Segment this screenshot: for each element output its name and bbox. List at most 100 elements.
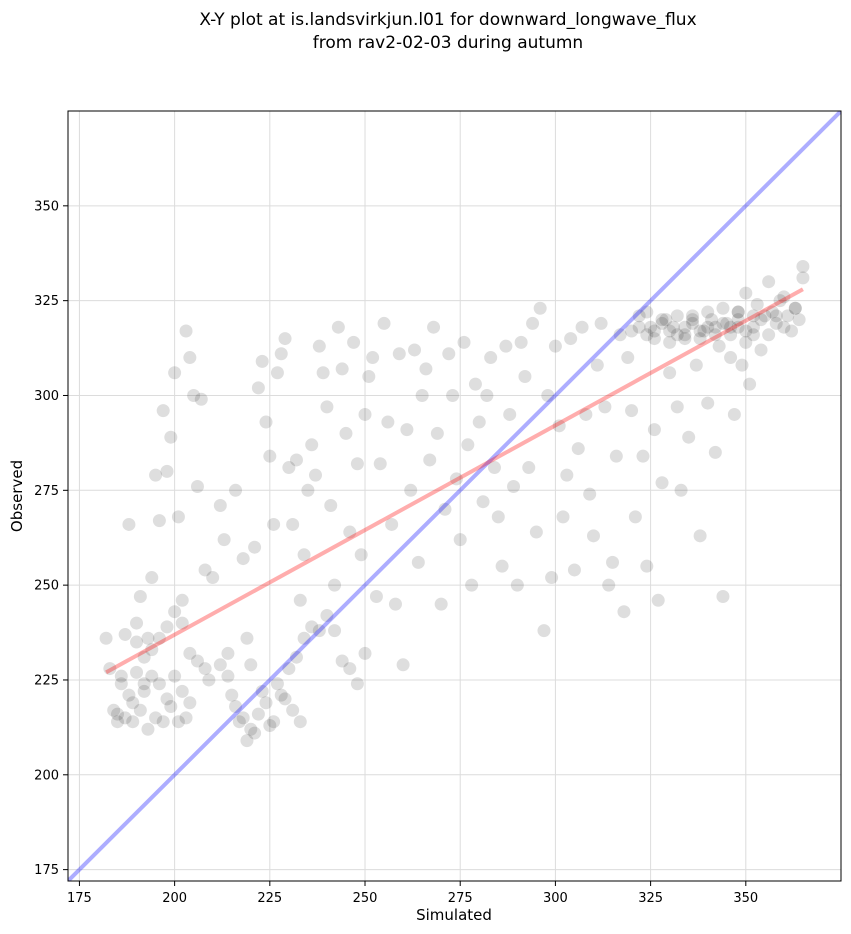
data-point-215 (168, 605, 182, 619)
data-point-157 (708, 445, 722, 459)
x-axis-label: Simulated (416, 906, 492, 924)
data-point-83 (427, 320, 441, 334)
data-point-4 (114, 669, 128, 683)
data-point-197 (164, 700, 178, 714)
data-point-227 (267, 715, 281, 729)
data-point-191 (118, 711, 132, 725)
data-point-254 (655, 316, 669, 330)
y-tick-label-1: 200 (34, 768, 59, 783)
data-point-175 (777, 320, 791, 334)
data-point-171 (762, 328, 776, 342)
data-point-142 (651, 593, 665, 607)
y-tick-label-4: 275 (34, 484, 59, 499)
data-point-155 (701, 396, 715, 410)
data-point-123 (579, 407, 593, 421)
data-point-186 (754, 313, 768, 327)
x-tick-label-2: 225 (257, 891, 282, 906)
data-point-246 (270, 677, 284, 691)
data-point-19 (171, 510, 185, 524)
data-point-256 (670, 328, 684, 342)
data-point-61 (343, 525, 357, 539)
data-point-174 (773, 294, 787, 308)
data-point-203 (137, 684, 151, 698)
data-point-110 (529, 525, 543, 539)
data-point-202 (130, 665, 144, 679)
data-point-0 (99, 631, 113, 645)
data-point-70 (377, 316, 391, 330)
data-point-127 (594, 316, 608, 330)
chart-title-line-2: from rav2-02-03 during autumn (313, 33, 583, 53)
data-point-11 (141, 631, 155, 645)
data-point-63 (350, 457, 364, 471)
chart-title-line-1: X-Y plot at is.landsvirkjun.l01 for down… (199, 10, 696, 30)
data-point-216 (175, 616, 189, 630)
data-point-176 (781, 309, 795, 323)
data-point-240 (225, 688, 239, 702)
data-point-87 (442, 347, 456, 361)
data-point-88 (446, 388, 460, 402)
data-point-55 (320, 400, 334, 414)
data-point-75 (396, 658, 410, 672)
data-point-32 (229, 483, 243, 497)
data-point-136 (628, 510, 642, 524)
grid-lines (68, 111, 841, 881)
data-point-3 (111, 715, 125, 729)
data-point-260 (701, 320, 715, 334)
data-point-209 (183, 696, 197, 710)
data-point-68 (369, 590, 383, 604)
data-point-100 (491, 510, 505, 524)
data-point-226 (259, 696, 273, 710)
data-point-194 (141, 722, 155, 736)
data-point-97 (480, 388, 494, 402)
data-point-93 (465, 578, 479, 592)
data-point-25 (194, 392, 208, 406)
data-point-143 (655, 476, 669, 490)
data-point-238 (350, 677, 364, 691)
data-point-249 (293, 715, 307, 729)
data-point-13 (149, 468, 163, 482)
data-point-106 (514, 335, 528, 349)
data-point-204 (145, 669, 159, 683)
data-point-133 (617, 605, 631, 619)
data-point-213 (152, 631, 166, 645)
x-tick-label-6: 325 (638, 891, 663, 906)
data-point-27 (202, 673, 216, 687)
data-point-116 (552, 419, 566, 433)
x-tick-label-0: 175 (67, 891, 92, 906)
data-point-250 (625, 324, 639, 338)
data-point-54 (316, 366, 330, 380)
data-point-76 (400, 423, 414, 437)
data-point-237 (343, 662, 357, 676)
data-point-235 (328, 624, 342, 638)
data-point-17 (164, 430, 178, 444)
data-point-40 (263, 449, 277, 463)
data-point-180 (796, 271, 810, 285)
data-point-154 (697, 324, 711, 338)
data-point-276 (731, 305, 745, 319)
data-point-200 (114, 677, 128, 691)
data-point-132 (613, 328, 627, 342)
y-tick-label-0: 175 (34, 863, 59, 878)
data-point-149 (678, 332, 692, 346)
data-point-105 (510, 578, 524, 592)
data-point-264 (731, 313, 745, 327)
data-point-189 (731, 320, 745, 334)
data-point-218 (190, 654, 204, 668)
data-point-120 (567, 563, 581, 577)
data-point-104 (507, 480, 521, 494)
data-point-65 (358, 407, 372, 421)
data-point-51 (305, 438, 319, 452)
data-point-185 (762, 275, 776, 289)
data-point-16 (160, 464, 174, 478)
data-point-59 (335, 362, 349, 376)
data-point-140 (644, 320, 658, 334)
data-point-8 (130, 616, 144, 630)
data-point-36 (248, 540, 262, 554)
data-point-111 (533, 301, 547, 315)
data-point-182 (788, 301, 802, 315)
data-point-60 (339, 426, 353, 440)
data-point-147 (670, 400, 684, 414)
data-point-28 (206, 571, 220, 585)
data-point-49 (297, 548, 311, 562)
data-point-248 (286, 703, 300, 717)
